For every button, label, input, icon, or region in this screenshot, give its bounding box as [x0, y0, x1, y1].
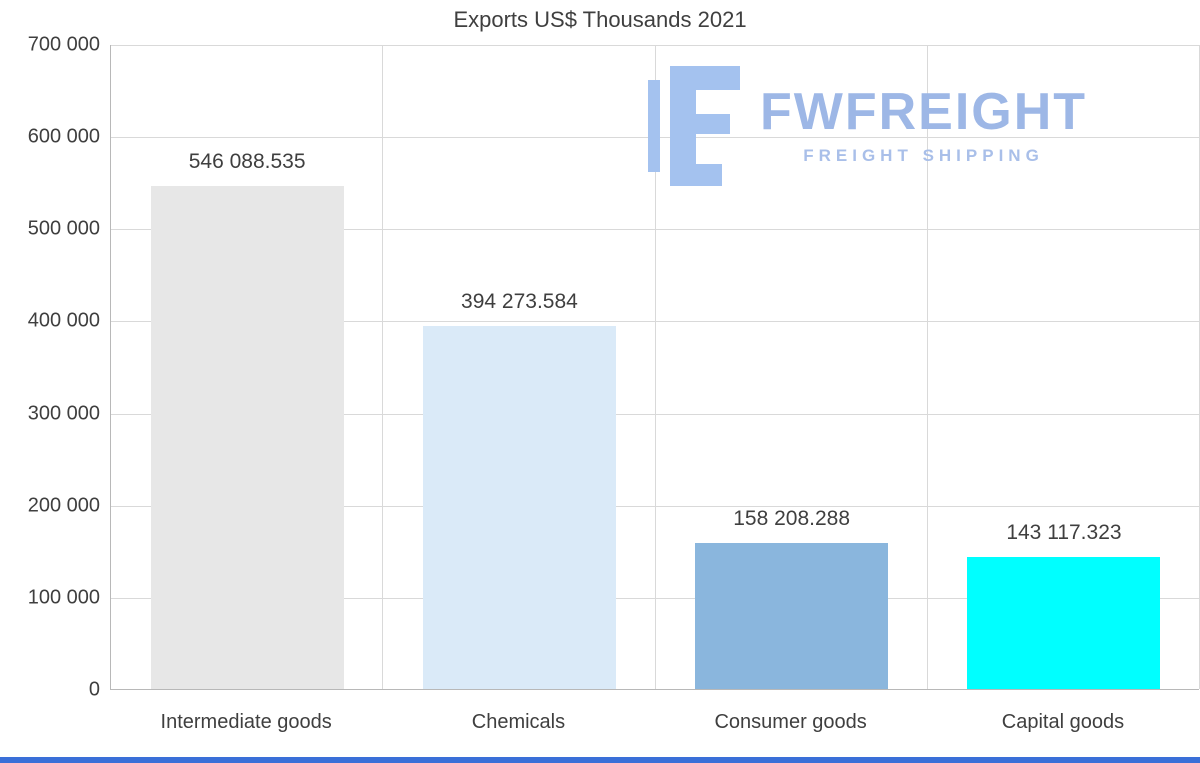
y-tick-label: 100 000: [27, 586, 100, 609]
x-axis: Intermediate goods Chemicals Consumer good…: [110, 703, 1199, 743]
bar: [967, 557, 1161, 689]
y-tick-label: 0: [88, 678, 100, 701]
x-tick-label: Chemicals: [471, 711, 566, 733]
bar-value-label: 143 117.323: [1006, 521, 1122, 545]
y-tick-label: 700 000: [27, 33, 100, 56]
y-tick-label: 300 000: [27, 402, 100, 425]
bar-value-label: 546 088.535: [188, 149, 306, 173]
x-tick-label: Intermediate goods: [160, 711, 332, 733]
bar-value-label: 158 208.288: [733, 507, 851, 531]
y-tick-label: 200 000: [27, 494, 100, 517]
x-gridline: [927, 45, 928, 689]
chart-title: Exports US$ Thousands 2021: [453, 7, 747, 32]
plot-area: 546 088.535 394 273.584 158 208.288 143 117…: [110, 45, 1200, 690]
x-gridline: [655, 45, 656, 689]
bar: [150, 185, 344, 689]
y-tick-label: 500 000: [27, 217, 100, 240]
bar: [422, 325, 616, 689]
x-tick-label: Consumer goods: [714, 711, 867, 733]
bottom-bar: [0, 757, 1200, 763]
bar: [695, 543, 889, 689]
y-tick-label: 600 000: [27, 125, 100, 148]
y-tick-label: 400 000: [27, 309, 100, 332]
x-gridline: [382, 45, 383, 689]
y-axis: 0 100 000 200 000 300 000 400 000 500 000 600 …: [0, 34, 100, 701]
x-tick-label: Capital goods: [1001, 711, 1125, 733]
bar-value-label: 394 273.584: [461, 289, 578, 313]
